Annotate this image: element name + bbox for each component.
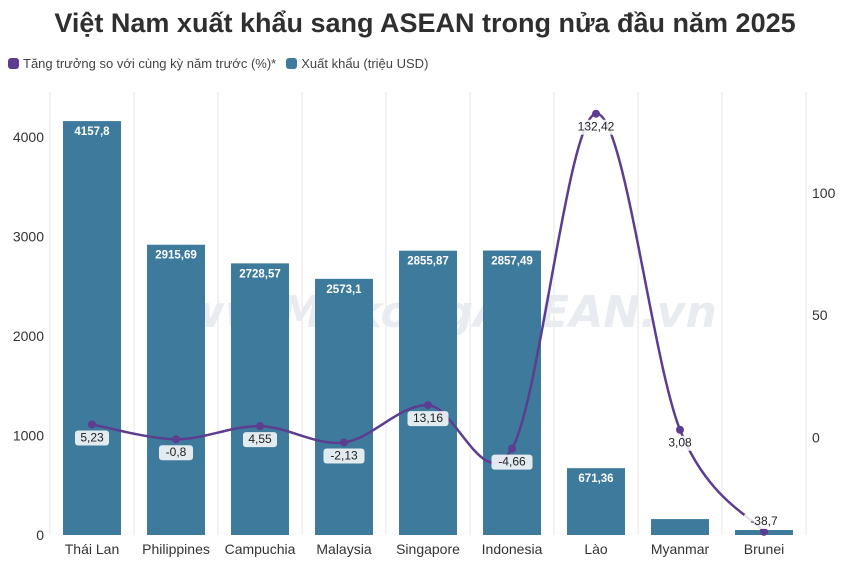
bar-data-label: 2857,49	[491, 256, 533, 268]
legend-item-growth: Tăng trưởng so với cùng kỳ năm trước (%)…	[8, 56, 276, 71]
growth-label-bg	[743, 514, 785, 529]
growth-data-label: -4,66	[498, 455, 526, 469]
y-left-tick-label: 1000	[13, 427, 44, 443]
x-tick-label: Malaysia	[316, 541, 371, 557]
y-right-tick-label: 0	[812, 429, 820, 445]
x-tick-label: Myanmar	[651, 541, 710, 557]
y-left-tick-label: 3000	[13, 228, 44, 244]
y-left-tick-label: 0	[36, 527, 44, 543]
growth-point	[424, 401, 432, 410]
bar	[231, 263, 289, 535]
legend-swatch-growth	[8, 58, 19, 69]
legend-label-export: Xuất khẩu (triệu USD)	[301, 56, 429, 71]
x-tick-label: Philippines	[142, 541, 210, 557]
bar-data-label: 671,36	[578, 473, 613, 485]
growth-point	[88, 420, 96, 429]
bar-data-label: 2728,57	[239, 268, 281, 280]
chart-legend: Tăng trưởng so với cùng kỳ năm trước (%)…	[8, 56, 428, 71]
growth-data-label: -2,13	[330, 448, 358, 462]
growth-label-bg	[491, 454, 533, 470]
legend-item-export: Xuất khẩu (triệu USD)	[286, 56, 428, 71]
growth-label-bg	[75, 430, 109, 446]
y-right-tick-label: 100	[812, 185, 836, 201]
x-tick-label: Thái Lan	[65, 541, 119, 557]
bar-data-label: 4157,8	[74, 126, 110, 138]
x-tick-label: Singapore	[396, 541, 460, 557]
growth-point	[172, 435, 180, 444]
bar	[147, 244, 205, 535]
growth-label-bg	[663, 435, 697, 451]
growth-data-label: -38,7	[750, 514, 778, 528]
growth-point	[508, 444, 516, 453]
growth-label-bg	[572, 119, 620, 135]
growth-data-label: 4,55	[248, 432, 272, 446]
growth-point	[592, 109, 600, 118]
y-right-tick-label: 50	[812, 307, 828, 323]
growth-point	[256, 422, 264, 431]
legend-swatch-export	[286, 58, 298, 69]
x-tick-label: Campuchia	[225, 541, 296, 557]
bar	[315, 278, 373, 535]
bar-data-label: 2915,69	[155, 250, 197, 262]
bar	[399, 250, 457, 535]
growth-label-bg	[407, 411, 449, 427]
growth-data-label: 3,08	[668, 436, 692, 450]
chart-title: Việt Nam xuất khẩu sang ASEAN trong nửa …	[54, 8, 796, 38]
growth-data-label: 5,23	[80, 430, 104, 444]
bar-data-label: 2573,1	[326, 284, 362, 296]
bar	[567, 468, 625, 535]
y-left-tick-label: 4000	[13, 129, 44, 145]
bar-data-label: 2855,87	[407, 256, 449, 268]
x-tick-label: Lào	[584, 541, 608, 557]
y-left-tick-label: 2000	[13, 328, 44, 344]
x-tick-label: Brunei	[744, 541, 784, 557]
growth-label-bg	[243, 432, 277, 448]
growth-data-label: 132,42	[578, 120, 615, 134]
growth-point	[676, 425, 684, 434]
growth-data-label: 13,16	[413, 411, 443, 425]
growth-label-bg	[323, 448, 365, 464]
growth-point	[760, 527, 768, 536]
growth-point	[340, 438, 348, 447]
growth-data-label: -0,8	[166, 445, 187, 459]
legend-label-growth: Tăng trưởng so với cùng kỳ năm trước (%)…	[23, 56, 277, 71]
bar	[651, 519, 709, 535]
growth-label-bg	[159, 445, 193, 461]
bar	[483, 250, 541, 535]
x-tick-label: Indonesia	[482, 541, 543, 557]
bar	[63, 121, 121, 535]
